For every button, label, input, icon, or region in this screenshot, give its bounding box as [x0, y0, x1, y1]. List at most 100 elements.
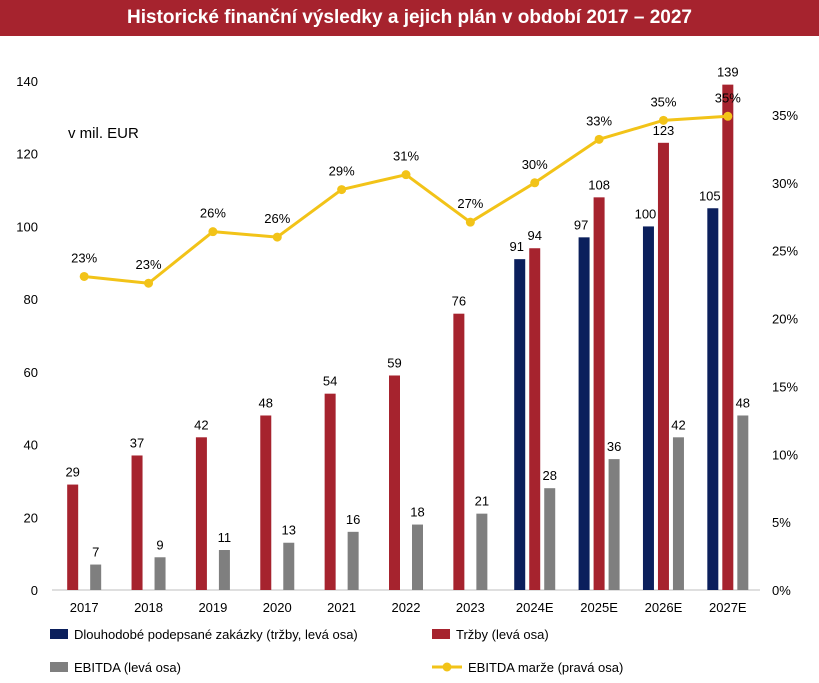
- y-right-tick-label: 20%: [772, 312, 798, 327]
- margin-data-label: 27%: [457, 196, 483, 211]
- ebitda-bar: [154, 557, 166, 590]
- revenue-bar: [195, 437, 207, 590]
- contracts-data-label: 97: [574, 217, 588, 232]
- margin-point: [79, 271, 89, 281]
- ebitda-data-label: 42: [671, 417, 685, 432]
- ebitda-bar: [476, 513, 488, 590]
- margin-data-label: 23%: [136, 257, 162, 272]
- margin-data-label: 31%: [393, 149, 419, 164]
- y-right-tick-label: 30%: [772, 176, 798, 191]
- y-left-tick-label: 40: [24, 438, 38, 453]
- margin-data-label: 35%: [715, 90, 741, 105]
- revenue-data-label: 48: [259, 395, 273, 410]
- contracts-bar: [642, 226, 654, 590]
- bars: [67, 84, 749, 591]
- revenue-data-label: 94: [527, 228, 541, 243]
- ebitda-data-label: 7: [92, 545, 99, 560]
- y-left-tick-label: 140: [16, 74, 38, 89]
- contracts-data-label: 105: [699, 188, 721, 203]
- y-left-tick-label: 60: [24, 365, 38, 380]
- margin-point: [723, 111, 733, 121]
- revenue-legend-label: Tržby (levá osa): [456, 627, 549, 642]
- y-right-tick-label: 5%: [772, 515, 791, 530]
- legend: Dlouhodobé podepsané zakázky (tržby, lev…: [50, 627, 623, 675]
- ebitda-data-label: 21: [475, 494, 489, 509]
- margin-data-label: 26%: [200, 206, 226, 221]
- revenue-data-label: 54: [323, 374, 337, 389]
- x-tick-label: 2023: [456, 600, 485, 615]
- revenue-bar: [67, 484, 79, 590]
- contracts-legend-label: Dlouhodobé podepsané zakázky (tržby, lev…: [74, 627, 358, 642]
- margin-data-label: 29%: [329, 164, 355, 179]
- margin-point: [401, 170, 411, 180]
- margin-line: [79, 111, 733, 288]
- revenue-data-label: 29: [65, 465, 79, 480]
- x-tick-label: 2021: [327, 600, 356, 615]
- margin-point: [594, 134, 604, 144]
- x-tick-label: 2018: [134, 600, 163, 615]
- unit-label: v mil. EUR: [68, 125, 139, 142]
- x-tick-label: 2027E: [709, 600, 747, 615]
- y-right-tick-label: 10%: [772, 447, 798, 462]
- revenue-bar: [722, 84, 734, 590]
- ebitda-data-label: 36: [607, 439, 621, 454]
- ebitda-data-label: 18: [410, 505, 424, 520]
- x-tick-label: 2022: [392, 600, 421, 615]
- ebitda-data-label: 16: [346, 512, 360, 527]
- revenue-bar: [131, 455, 143, 590]
- margin-point: [658, 115, 668, 125]
- y-left-tick-label: 0: [31, 583, 38, 598]
- margin-data-label: 23%: [71, 250, 97, 265]
- y-left-tick-label: 120: [16, 147, 38, 162]
- revenue-bar: [324, 393, 336, 590]
- revenue-data-label: 59: [387, 355, 401, 370]
- x-tick-label: 2020: [263, 600, 292, 615]
- contracts-legend-swatch: [50, 629, 68, 639]
- revenue-data-label: 37: [130, 435, 144, 450]
- revenue-bar: [260, 415, 272, 590]
- revenue-data-label: 123: [653, 123, 675, 138]
- margin-point: [144, 278, 154, 288]
- x-tick-label: 2019: [198, 600, 227, 615]
- y-right-tick-label: 15%: [772, 379, 798, 394]
- axes: 0 20 40 60 80 100 120 140 0% 5% 10% 15% 20% 25% 30% 35%…: [16, 74, 798, 615]
- ebitda-data-label: 9: [156, 537, 163, 552]
- x-tick-label: 2026E: [645, 600, 683, 615]
- margin-point: [337, 185, 347, 195]
- margin-data-label: 26%: [264, 211, 290, 226]
- ebitda-data-label: 48: [736, 395, 750, 410]
- margin-point: [272, 232, 282, 242]
- margin-data-label: 33%: [586, 113, 612, 128]
- revenue-data-label: 42: [194, 417, 208, 432]
- ebitda-bar: [347, 531, 359, 590]
- ebitda-bar: [218, 550, 230, 590]
- ebitda-legend-swatch: [50, 662, 68, 672]
- margin-point: [530, 178, 540, 188]
- revenue-data-label: 76: [452, 294, 466, 309]
- margin-legend-label: EBITDA marže (pravá osa): [468, 660, 623, 675]
- y-right-tick-label: 0%: [772, 583, 791, 598]
- y-right-tick-label: 35%: [772, 108, 798, 123]
- contracts-data-label: 100: [635, 206, 657, 221]
- y-left-tick-label: 20: [24, 510, 38, 525]
- y-left-tick-label: 100: [16, 219, 38, 234]
- revenue-bar: [453, 313, 465, 590]
- ebitda-data-label: 13: [282, 523, 296, 538]
- ebitda-legend-label: EBITDA (levá osa): [74, 660, 181, 675]
- x-tick-label: 2017: [70, 600, 99, 615]
- ebitda-bar: [672, 437, 684, 590]
- ebitda-bar: [90, 564, 102, 590]
- x-tick-label: 2025E: [580, 600, 618, 615]
- contracts-bar: [514, 259, 526, 590]
- ebitda-data-label: 28: [542, 468, 556, 483]
- ebitda-bar: [608, 459, 620, 590]
- revenue-data-label: 108: [588, 177, 610, 192]
- chart-title: Historické finanční výsledky a jejich pl…: [0, 0, 819, 36]
- contracts-bar: [578, 237, 590, 591]
- margin-point: [465, 217, 475, 227]
- data-labels: 29 7 37 9 42 11 48 13 54 16 59 18 76 21 91 94 28 97 108 36 1…: [65, 65, 750, 560]
- ebitda-bar: [412, 524, 423, 590]
- ebitda-bar: [544, 488, 556, 590]
- ebitda-bar: [737, 415, 749, 590]
